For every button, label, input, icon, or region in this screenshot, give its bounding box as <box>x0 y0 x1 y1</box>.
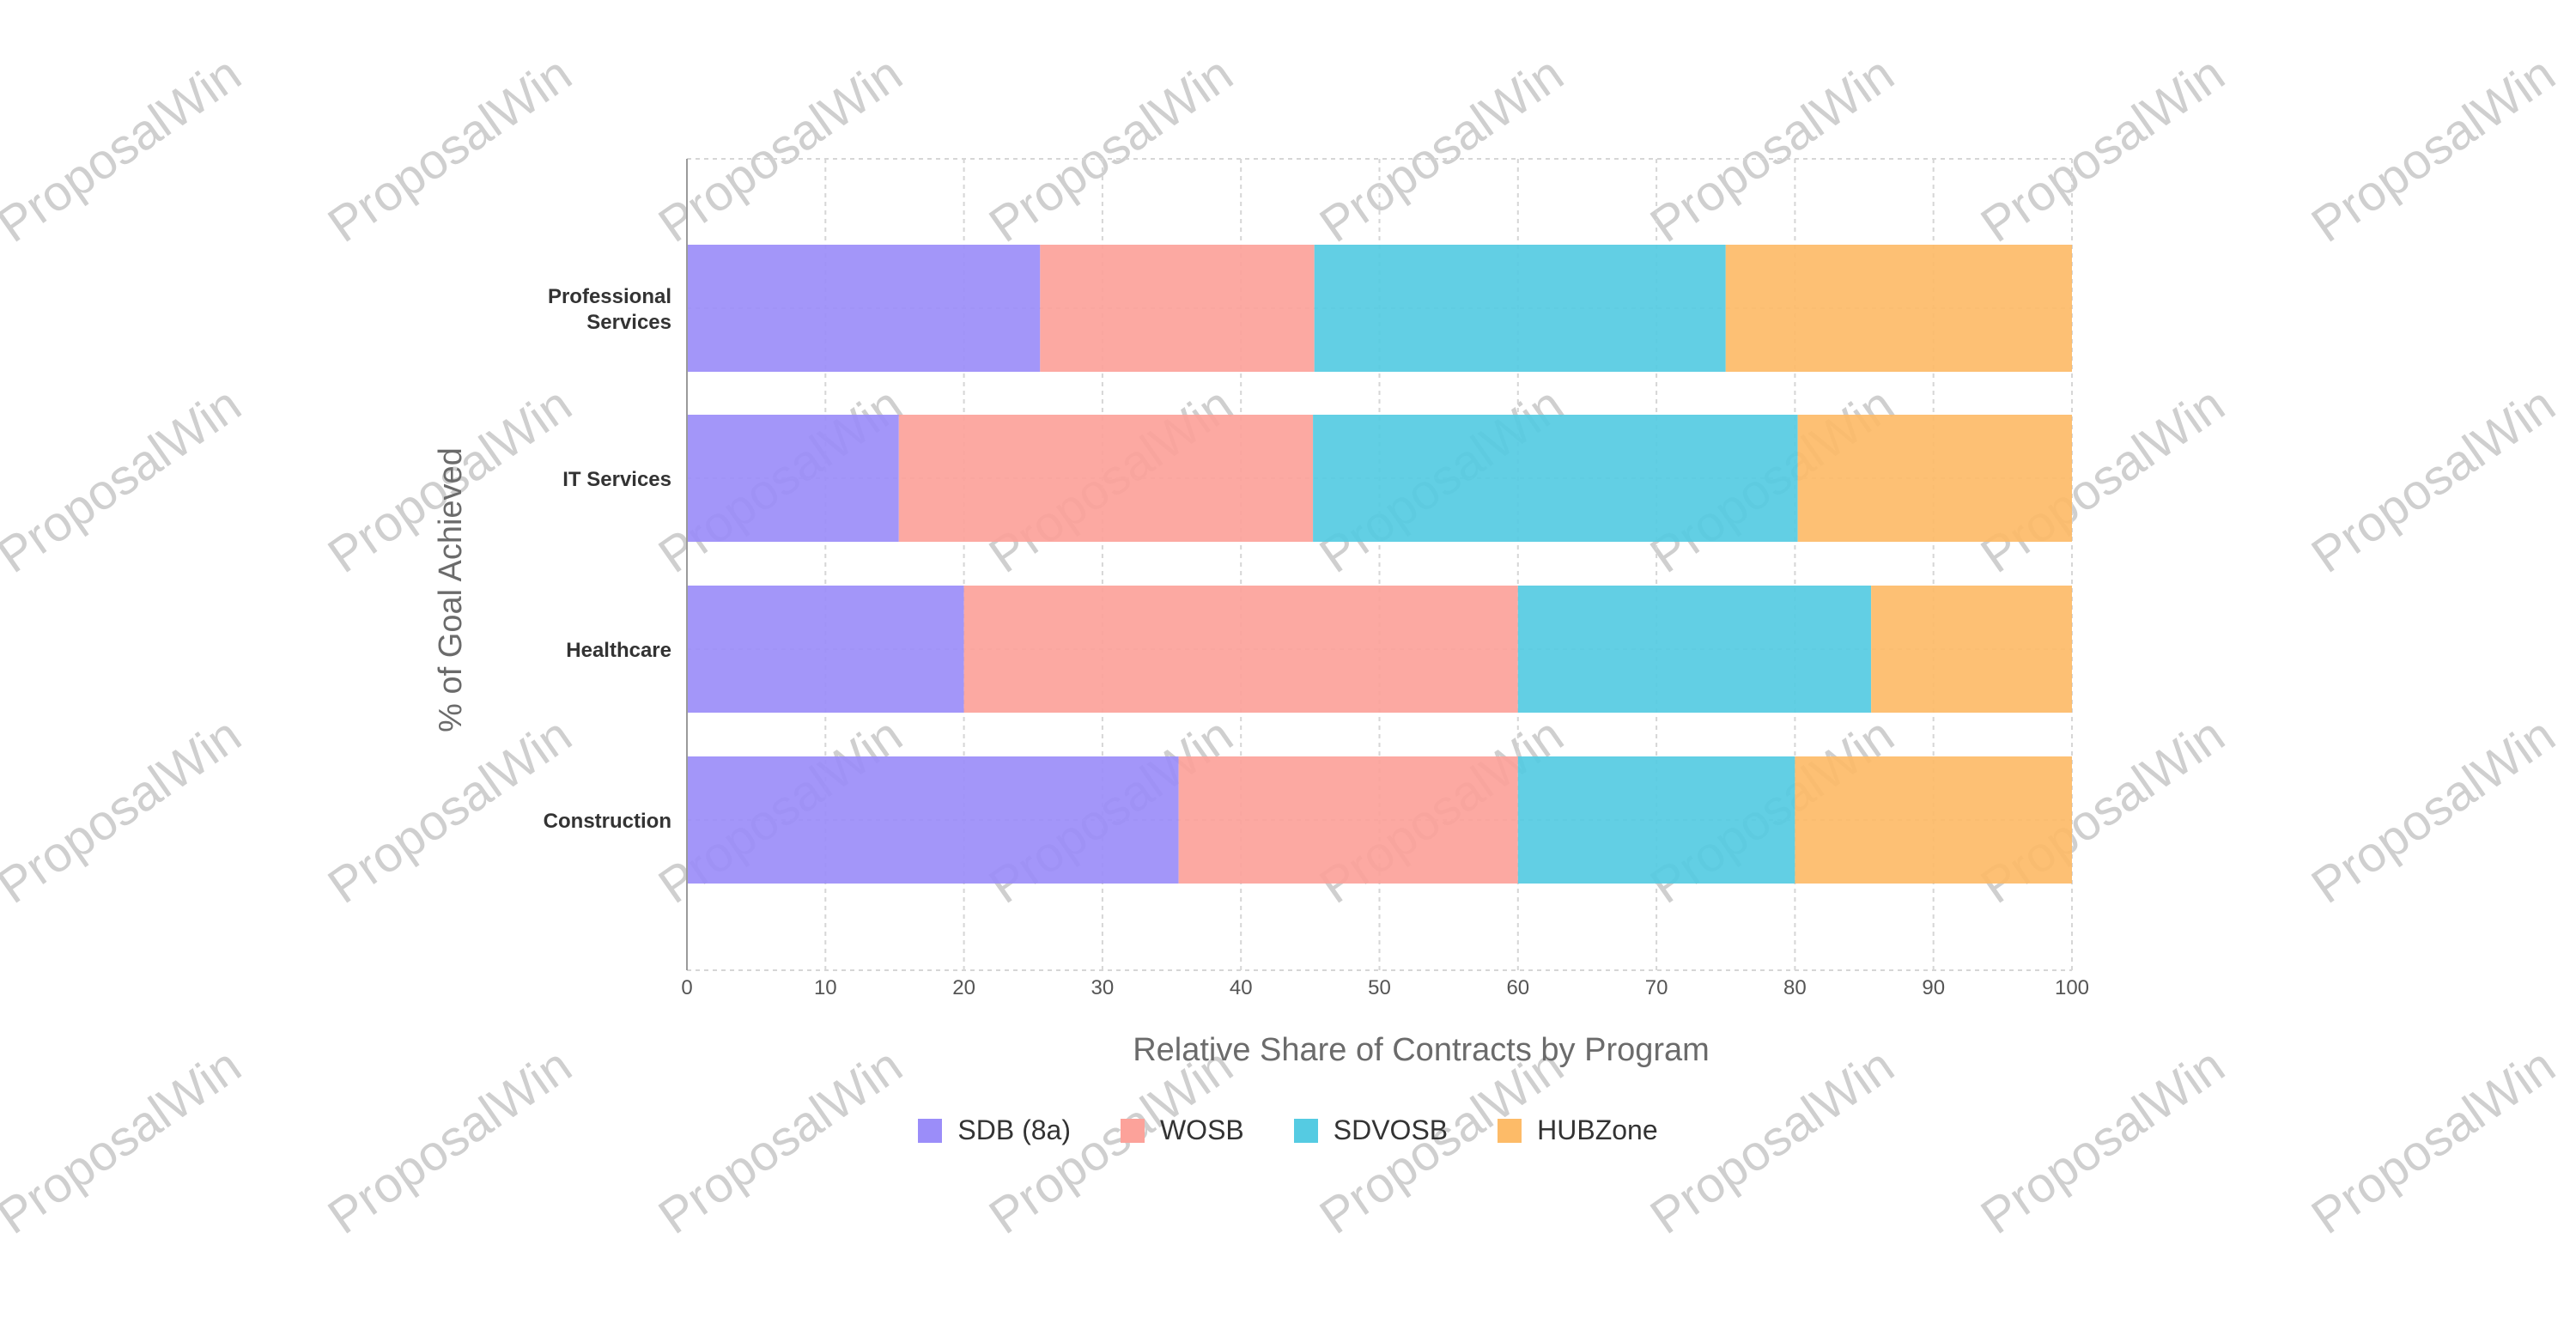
bar-segment <box>1517 586 1872 713</box>
bars <box>687 245 2072 884</box>
x-tick-label: 0 <box>681 976 692 999</box>
legend-item: SDB (8a) <box>918 1114 1071 1146</box>
y-tick-labels: Professional Services IT Services Healthcar… <box>544 285 671 833</box>
x-tick-labels: 0 10 20 30 40 50 60 70 80 90 100 <box>681 976 2089 999</box>
bar-segment <box>1178 756 1518 884</box>
y-tick-label: Professional Services <box>548 285 671 334</box>
x-tick-label: 100 <box>2055 976 2089 999</box>
bar-segment <box>1517 756 1795 884</box>
legend-item: SDVOSB <box>1293 1114 1449 1146</box>
bar-segment <box>1040 245 1315 372</box>
bar-segment <box>1797 415 2072 542</box>
bar-segment <box>687 245 1041 372</box>
bar-segment <box>1313 415 1798 542</box>
y-axis-title: % of Goal Achieved <box>433 447 469 732</box>
legend-swatch <box>918 1118 943 1143</box>
bar-segment <box>898 415 1314 542</box>
x-tick-label: 20 <box>952 976 975 999</box>
legend-label: WOSB <box>1159 1114 1244 1145</box>
x-tick-label: 70 <box>1645 976 1668 999</box>
legend-item: WOSB <box>1120 1114 1244 1146</box>
legend: SDB (8a) WOSB SDVOSB HUBZone <box>0 1114 2576 1146</box>
x-tick-label: 30 <box>1091 976 1115 999</box>
legend-swatch <box>1120 1118 1145 1143</box>
bar-segment <box>687 415 899 542</box>
y-tick-label: Construction <box>544 810 671 833</box>
bar-segment <box>1795 756 2072 884</box>
x-tick-label: 90 <box>1922 976 1945 999</box>
bar-segment <box>1314 245 1726 372</box>
legend-label: SDB (8a) <box>957 1114 1071 1145</box>
legend-item: HUBZone <box>1498 1114 1658 1146</box>
x-tick-label: 80 <box>1783 976 1807 999</box>
bar-segment <box>687 586 964 713</box>
legend-label: SDVOSB <box>1333 1114 1449 1145</box>
bar-segment <box>963 586 1518 713</box>
x-axis-title: Relative Share of Contracts by Program <box>1133 1032 1710 1068</box>
x-tick-label: 10 <box>814 976 837 999</box>
bar-segment <box>687 756 1179 884</box>
legend-swatch <box>1498 1118 1522 1143</box>
bar-segment <box>1871 586 2072 713</box>
x-tick-label: 50 <box>1368 976 1391 999</box>
legend-label: HUBZone <box>1537 1114 1658 1145</box>
y-tick-label: Healthcare <box>566 639 671 662</box>
bar-segment <box>1725 245 2072 372</box>
legend-swatch <box>1293 1118 1318 1143</box>
x-tick-label: 40 <box>1230 976 1253 999</box>
y-tick-label: IT Services <box>562 468 671 491</box>
x-tick-label: 60 <box>1506 976 1529 999</box>
